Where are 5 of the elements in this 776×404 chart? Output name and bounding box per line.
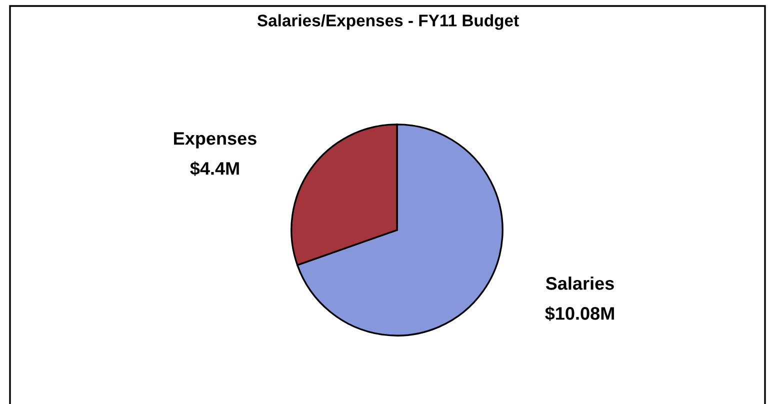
data-label: $10.08M — [545, 306, 614, 322]
data-label: $4.4M — [190, 161, 239, 176]
chart-title: Salaries/Expenses - FY11 Budget — [257, 14, 519, 30]
slice-label: Salaries — [546, 276, 614, 290]
slice-label: Expenses — [174, 132, 256, 148]
